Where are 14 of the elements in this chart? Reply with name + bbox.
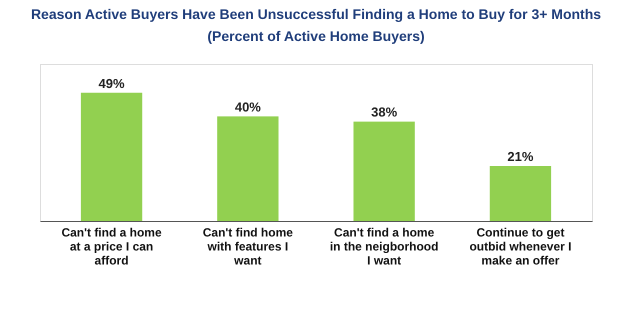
x-tick-label: Can't find a home in the neigborhood I want <box>330 226 438 268</box>
data-label: 49% <box>98 76 125 91</box>
bar <box>80 92 142 221</box>
bar <box>353 122 415 221</box>
bar <box>490 166 552 221</box>
text: (Percent of Active Home Buyers) <box>207 28 425 44</box>
data-label: 38% <box>371 104 398 120</box>
x-tick-label: Continue to get outbid whenever I make an offer <box>469 226 572 268</box>
x-tick-label: Can't find home with features I want <box>202 226 294 268</box>
data-label: 21% <box>507 149 534 164</box>
text: Reason Active Buyers Have Been Unsuccessful Finding a Home to Buy for 3+ Months <box>30 6 602 22</box>
x-tick-label: Can't find a home at a price I can afford <box>61 226 162 268</box>
bar <box>217 116 279 221</box>
data-label: 40% <box>234 99 262 114</box>
